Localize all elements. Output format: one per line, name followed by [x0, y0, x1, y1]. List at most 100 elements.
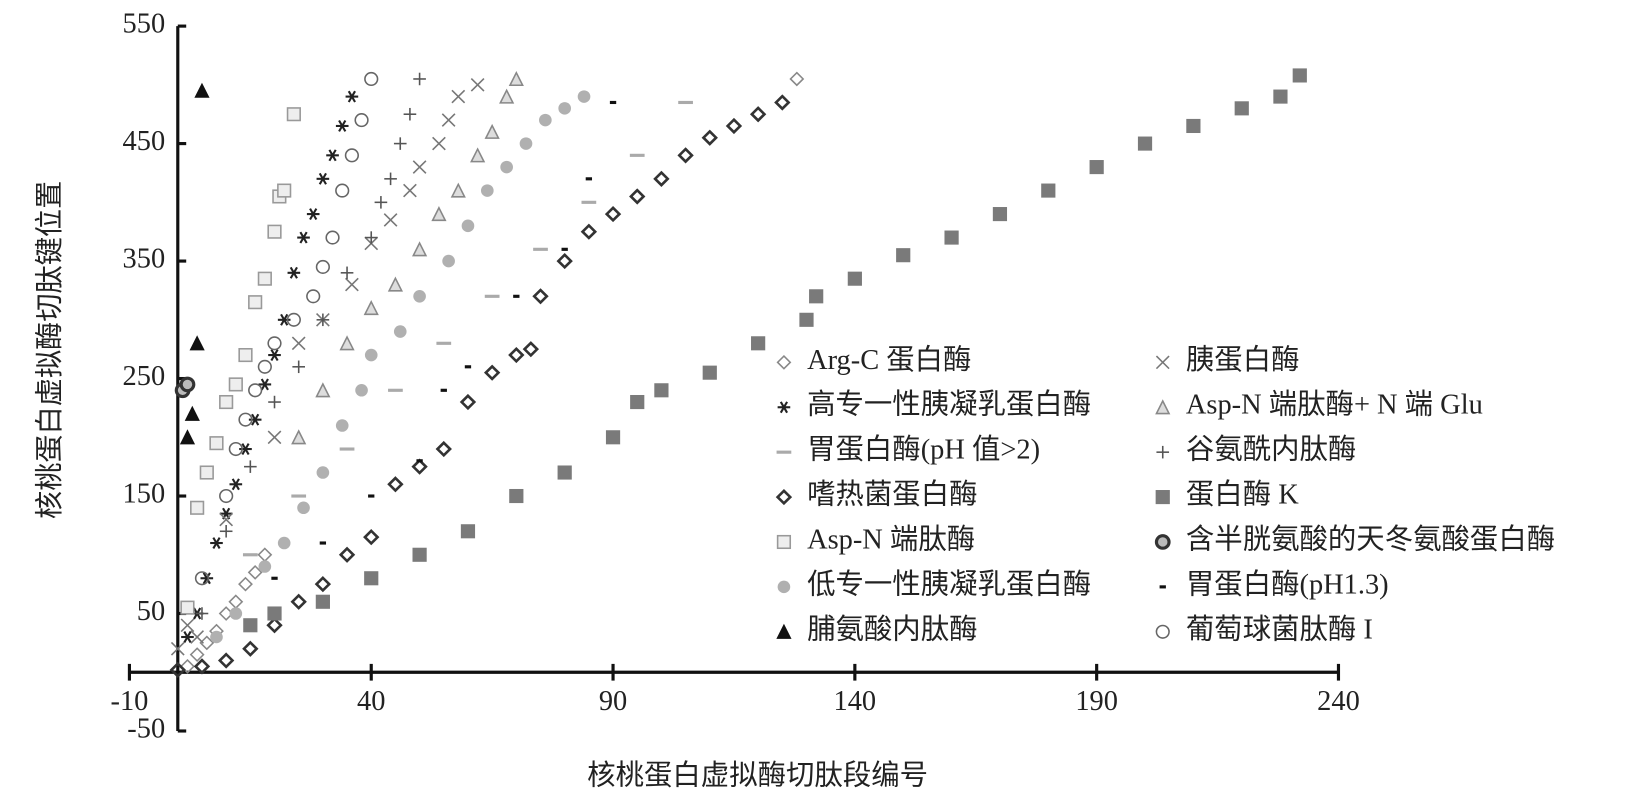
marker-shape — [267, 224, 282, 239]
x-tick-label: -10 — [110, 686, 148, 717]
data-point — [604, 205, 622, 223]
marker-shape — [460, 524, 476, 539]
data-point — [238, 348, 253, 363]
data-point — [577, 90, 591, 103]
legend-label: Asp-N 端肽酶+ N 端 Glu — [1186, 389, 1483, 421]
data-point — [217, 652, 235, 669]
marker-shape — [776, 623, 792, 639]
data-point — [179, 429, 196, 445]
data-point — [248, 383, 263, 398]
data-point — [355, 384, 368, 397]
marker-shape — [277, 183, 292, 198]
data-point — [180, 600, 195, 615]
data-point — [229, 607, 243, 620]
legend-bg — [1150, 386, 1619, 429]
data-point — [1186, 118, 1201, 134]
data-point — [200, 572, 214, 585]
data-point — [1155, 399, 1171, 415]
marker-shape — [247, 565, 263, 580]
data-point — [384, 172, 397, 186]
legend-label: 蛋白酶 K — [1186, 479, 1299, 511]
data-point — [944, 230, 959, 245]
data-point — [184, 405, 200, 421]
marker-shape — [193, 658, 211, 675]
marker-shape — [480, 184, 494, 197]
data-point — [315, 594, 330, 609]
marker-shape — [483, 364, 501, 381]
data-point — [338, 546, 356, 563]
data-point — [1155, 624, 1170, 639]
data-point — [364, 348, 378, 362]
marker-shape — [500, 160, 513, 174]
data-point — [450, 182, 466, 198]
marker-shape — [325, 230, 340, 245]
marker-shape — [248, 295, 263, 310]
data-point — [1292, 68, 1307, 83]
data-point — [776, 623, 792, 639]
data-point — [277, 183, 292, 198]
marker-shape — [183, 631, 192, 643]
marker-shape — [1155, 624, 1170, 639]
data-point — [267, 336, 282, 351]
data-point — [219, 507, 233, 520]
marker-shape — [654, 383, 669, 398]
data-point — [442, 254, 455, 268]
data-point — [210, 537, 223, 549]
data-point — [461, 219, 475, 233]
data-point — [459, 393, 477, 411]
y-tick-label: 550 — [123, 9, 166, 40]
marker-shape — [774, 94, 791, 111]
x-tick-label: 90 — [599, 686, 627, 717]
data-point — [483, 364, 501, 381]
marker-shape — [267, 606, 282, 621]
marker-shape — [179, 429, 196, 445]
data-point — [286, 312, 301, 327]
data-point — [179, 376, 196, 393]
data-point — [287, 266, 301, 279]
legend-bg — [771, 476, 1145, 518]
marker-shape — [338, 546, 356, 563]
data-point — [316, 313, 330, 327]
marker-shape — [461, 219, 475, 233]
data-point — [219, 525, 233, 538]
data-point — [435, 440, 452, 458]
data-point — [751, 336, 766, 351]
data-point — [411, 458, 428, 475]
data-point — [508, 346, 525, 364]
data-point — [1155, 355, 1170, 370]
marker-shape — [212, 537, 221, 549]
marker-shape — [459, 393, 477, 411]
marker-shape — [1041, 183, 1056, 198]
legend-label: 低专一性胰凝乳蛋白酶 — [807, 568, 1091, 600]
data-point — [228, 377, 243, 392]
data-point — [306, 208, 320, 221]
data-point — [315, 259, 330, 274]
data-point — [393, 137, 407, 150]
data-point — [219, 512, 234, 527]
legend-bg — [771, 341, 1145, 384]
data-point — [243, 618, 258, 633]
marker-shape — [277, 536, 291, 550]
y-tick-label: -50 — [127, 714, 165, 745]
marker-shape — [335, 419, 349, 432]
data-point — [460, 524, 476, 539]
marker-shape — [242, 640, 259, 657]
data-point — [677, 147, 694, 164]
data-point — [749, 106, 767, 123]
marker-shape — [431, 206, 447, 222]
marker-shape — [532, 288, 549, 305]
marker-shape — [393, 325, 407, 338]
data-point — [326, 149, 339, 162]
marker-shape — [364, 348, 378, 362]
data-point — [189, 647, 205, 663]
data-point — [519, 137, 533, 150]
marker-shape — [344, 148, 359, 163]
marker-shape — [290, 593, 307, 610]
data-point — [209, 436, 224, 451]
data-point — [248, 295, 263, 310]
marker-shape — [1154, 534, 1171, 550]
marker-shape — [944, 230, 959, 245]
y-tick-label: 250 — [123, 361, 166, 392]
data-point — [238, 576, 253, 592]
marker-shape — [315, 594, 330, 609]
